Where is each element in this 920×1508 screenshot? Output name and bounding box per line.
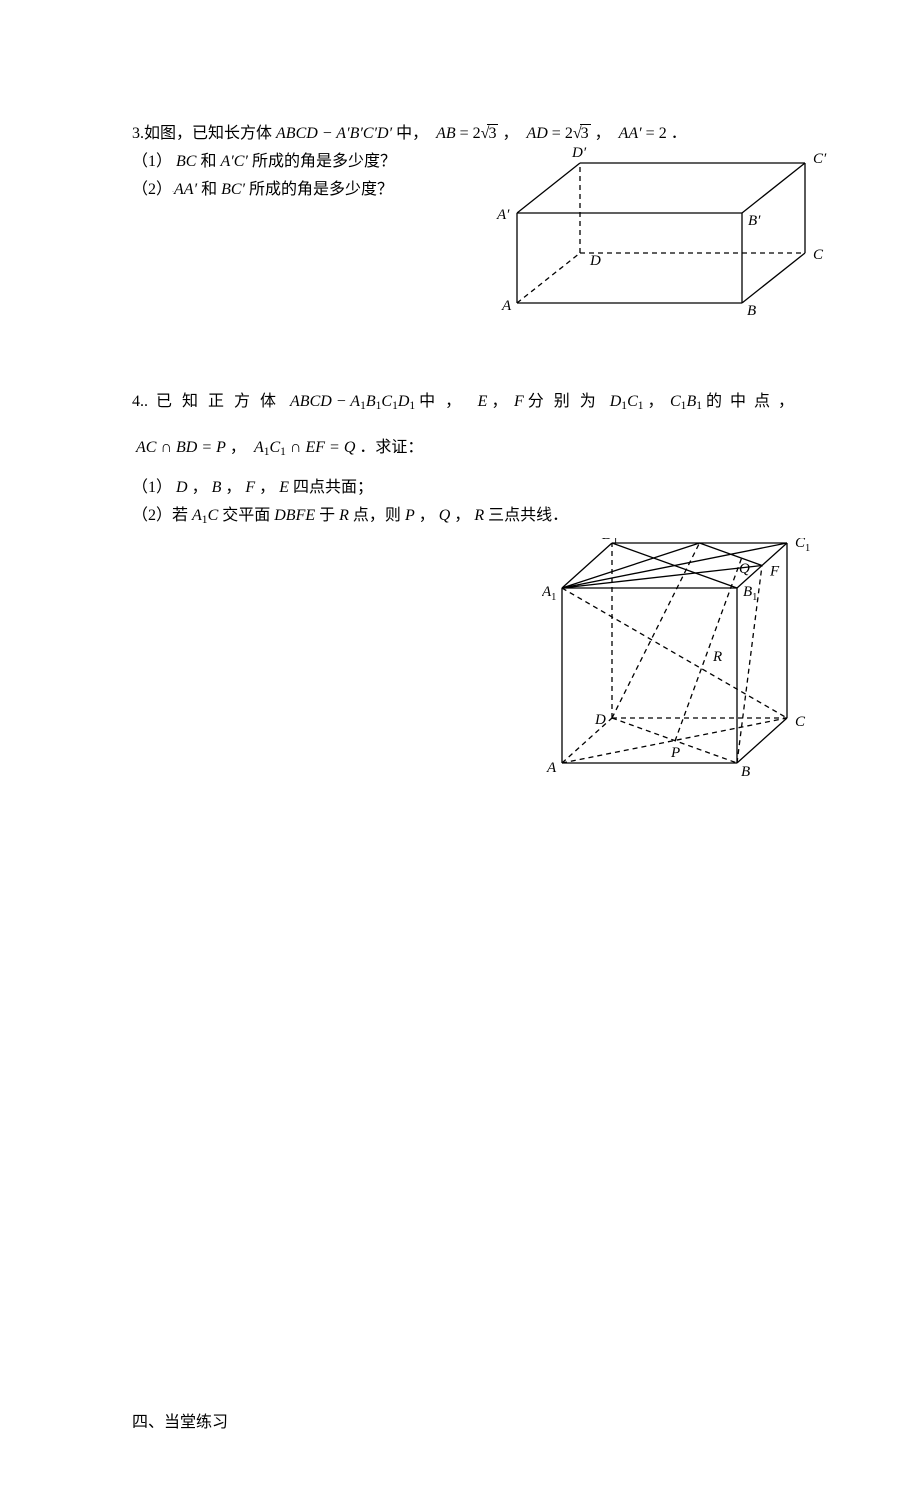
- problem-3-q1: （1） BC 和 A′C′ 所成的角是多少度？: [132, 148, 487, 176]
- problem-number: 3.: [132, 125, 144, 142]
- problem-3-q2: （2）.AA′ 和 BC′ 所成的角是多少度？: [132, 176, 487, 204]
- svg-text:E: E: [695, 538, 705, 542]
- problem-4-q1: （1） D ， B ， F ， E 四点共面；: [132, 474, 800, 502]
- section-heading: 四、当堂练习: [132, 1408, 800, 1432]
- svg-text:A1: A1: [542, 584, 556, 603]
- svg-text:B′: B′: [748, 213, 761, 229]
- sqrt-icon: √3: [481, 120, 499, 148]
- problem-4-q2: （2）若 A1C 交平面 DBFE 于 R 点，则 P ， Q ， R 三点共线…: [132, 502, 800, 534]
- problem-4: 4.. 已知正方体 ABCD − A1B1C1D1 中， E ， F 分别为 D…: [132, 388, 800, 788]
- svg-text:P: P: [670, 745, 680, 761]
- svg-text:C1: C1: [795, 538, 810, 554]
- svg-text:R: R: [712, 649, 722, 665]
- svg-text:A: A: [546, 760, 557, 776]
- svg-text:C′: C′: [813, 151, 827, 167]
- sqrt-icon: √3: [573, 120, 591, 148]
- svg-text:D: D: [594, 712, 606, 728]
- svg-text:B: B: [747, 303, 756, 319]
- figure-cuboid: ABCDA′B′C′D′: [487, 143, 842, 333]
- svg-text:A: A: [501, 298, 512, 314]
- math-solid: ABCD − A′B′C′D′: [276, 125, 392, 142]
- svg-text:D: D: [589, 253, 601, 269]
- svg-text:B: B: [741, 764, 750, 780]
- problem-3: 3.如图，已知长方体 ABCD − A′B′C′D′ 中， AB = 2√3 ，…: [132, 120, 800, 333]
- problem-4-stem-line2: AC ∩ BD = P ， A1C1 ∩ EF = Q ．求证：: [132, 434, 800, 466]
- svg-text:F: F: [769, 563, 780, 579]
- problem-4-stem-line1: 4.. 已知正方体 ABCD − A1B1C1D1 中， E ， F 分别为 D…: [132, 388, 802, 420]
- svg-text:A′: A′: [496, 207, 510, 223]
- problem-number: 4..: [132, 393, 148, 410]
- svg-text:B1: B1: [743, 584, 757, 603]
- svg-text:Q: Q: [739, 561, 750, 577]
- figure-cube: ABCDA1B1C1D1EFPQR: [542, 538, 812, 788]
- svg-text:C: C: [795, 714, 806, 730]
- svg-text:C: C: [813, 247, 824, 263]
